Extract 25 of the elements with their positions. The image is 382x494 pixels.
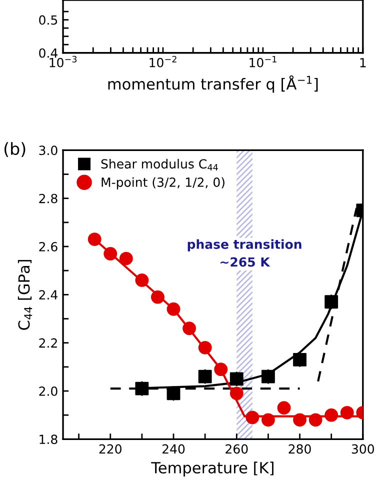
x-tick-label: 300 — [352, 444, 374, 454]
y-tick-label: 2.6 — [39, 242, 58, 252]
x-tick-label: 1 — [360, 58, 366, 68]
x-tick-label: 10$^{−2}$ — [150, 56, 176, 68]
band-label: phase transition ~265 K — [188, 239, 302, 267]
y-tick-label: 2.0 — [39, 386, 58, 396]
y-axis-title: C$_{44}$ [GPa] — [18, 260, 32, 330]
legend-label: Shear modulus C$_{44}$ — [101, 158, 218, 170]
legend-label: M-point (3/2, 1/2, 0) — [102, 177, 224, 190]
y-tick-label: 0.4 — [39, 48, 58, 58]
y-tick-label: 2.8 — [39, 194, 58, 204]
x-axis-title: Temperature [K] — [151, 462, 274, 476]
y-tick-label: 1.8 — [40, 434, 58, 444]
text: (b) — [4, 142, 26, 157]
y-tick-label: 0.5 — [39, 15, 58, 25]
x-tick-label: 10$^{−1}$ — [250, 56, 276, 68]
x-tick-label: 260 — [226, 444, 248, 454]
y-tick-label: 2.2 — [39, 338, 57, 348]
x-tick-label: 10$^{−3}$ — [50, 56, 77, 68]
y-tick-label: 2.4 — [39, 290, 58, 300]
x-tick-label: 220 — [99, 444, 122, 454]
x-tick-label: 280 — [288, 444, 311, 454]
y-tick-label: 3.0 — [39, 146, 58, 156]
x-axis-title: momentum transfer q [Å$^{−1}$] — [108, 75, 318, 93]
x-tick-label: 240 — [162, 444, 185, 454]
